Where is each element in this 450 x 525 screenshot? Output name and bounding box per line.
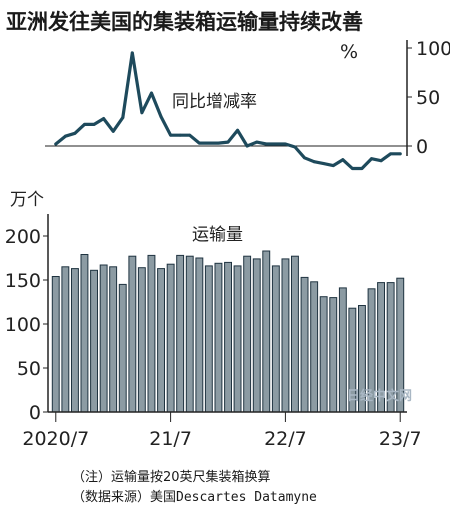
volume-y-tick-label: 0 (29, 402, 41, 424)
yoy-point (322, 162, 326, 166)
volume-bar (166, 263, 175, 413)
yoy-y-tick-label: 50 (416, 87, 440, 109)
yoy-point (159, 115, 163, 118)
yoy-point (197, 141, 201, 145)
yoy-unit: % (340, 41, 358, 63)
yoy-point (351, 167, 354, 170)
volume-bar (281, 258, 290, 413)
volume-y-tick-label: 50 (17, 358, 41, 380)
volume-bar (300, 276, 309, 413)
yoy-chart: 100 50 0% 同比增减率 (45, 38, 450, 171)
watermark: 日经中文网 (347, 388, 412, 404)
yoy-point (64, 134, 67, 138)
yoy-point (360, 167, 364, 170)
volume-bar (157, 268, 166, 413)
yoy-point (121, 116, 125, 119)
yoy-point (284, 142, 287, 146)
x-tick-label: 23/7 (379, 428, 422, 450)
volume-bar (214, 262, 223, 413)
yoy-point (389, 152, 392, 156)
yoy-point (331, 164, 335, 168)
yoy-point (264, 142, 268, 146)
yoy-point (398, 152, 402, 156)
volume-bar (71, 268, 79, 413)
x-tick-label: 2020/7 (22, 428, 89, 450)
volume-bar (204, 265, 213, 413)
volume-bar (137, 267, 146, 413)
x-axis: 2020/7 21/7 22/7 23/7 (22, 412, 422, 450)
yoy-point (169, 133, 173, 137)
yoy-point (274, 142, 278, 146)
yoy-point (236, 128, 240, 132)
volume-y-tick-label: 200 (5, 226, 41, 248)
volume-bar (329, 297, 338, 413)
yoy-point (293, 145, 297, 149)
volume-bar (51, 276, 60, 413)
volume-bar (128, 255, 137, 413)
volume-bar (61, 266, 70, 413)
yoy-point (226, 140, 230, 144)
volume-bar (195, 257, 204, 413)
yoy-point (217, 141, 220, 145)
x-tick-label: 21/7 (149, 428, 192, 450)
note-conversion: （注）运输量按20英尺集装箱换算 (72, 470, 271, 485)
yoy-point (54, 142, 58, 146)
volume-bar (310, 281, 319, 413)
volume-y-tick-label: 150 (5, 270, 41, 292)
volume-bar (80, 254, 89, 413)
yoy-point (92, 123, 96, 126)
volume-unit: 万个 (10, 190, 44, 210)
volume-bar (262, 250, 271, 413)
volume-bar (271, 265, 280, 413)
volume-bar (90, 269, 98, 413)
yoy-point (178, 133, 182, 137)
yoy-point (111, 129, 115, 133)
volume-bar (99, 264, 108, 413)
volume-bar (252, 258, 261, 413)
yoy-point (102, 117, 105, 120)
yoy-point (370, 157, 373, 161)
volume-bar (233, 265, 242, 413)
yoy-point (140, 111, 144, 115)
volume-series-label: 运输量 (192, 225, 243, 245)
yoy-y-tick-label: 0 (416, 136, 428, 158)
yoy-point (255, 140, 259, 144)
yoy-point (73, 131, 77, 135)
chart-title: 亚洲发往美国的集装箱运输量持续改善 (6, 10, 363, 34)
volume-bar (109, 266, 118, 413)
volume-bar (319, 296, 328, 413)
yoy-point (207, 141, 211, 145)
notes: （注）运输量按20英尺集装箱换算 （数据来源）美国Descartes Datam… (72, 468, 317, 508)
yoy-series-label: 同比增减率 (172, 92, 257, 112)
yoy-point (312, 160, 316, 164)
volume-bar (185, 255, 194, 413)
yoy-point (83, 123, 86, 126)
note-source: （数据来源）美国Descartes Datamyne (72, 490, 317, 505)
volume-bar (291, 255, 299, 413)
yoy-y-tick-label: 100 (416, 38, 450, 60)
volume-bar (224, 261, 233, 413)
volume-y-tick-label: 100 (5, 314, 41, 336)
volume-bar (338, 287, 347, 413)
yoy-point (245, 144, 249, 148)
yoy-point (150, 91, 153, 95)
volume-bar (118, 283, 127, 413)
volume-bar (176, 254, 185, 413)
yoy-point (303, 156, 306, 160)
yoy-point (130, 51, 134, 55)
yoy-point (379, 159, 383, 163)
yoy-point (341, 158, 345, 162)
volume-bar (147, 254, 156, 413)
volume-bar (243, 255, 252, 413)
yoy-point (188, 133, 192, 137)
x-tick-label: 22/7 (264, 428, 307, 450)
